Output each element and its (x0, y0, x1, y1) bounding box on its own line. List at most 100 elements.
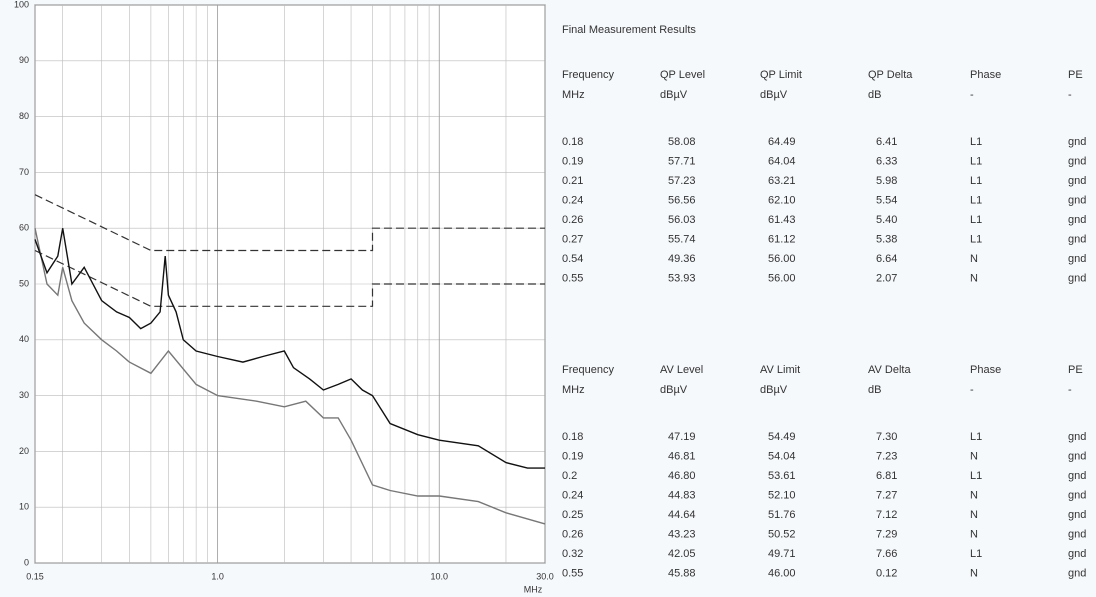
table-cell: 2.07 (876, 272, 897, 284)
table-cell: L1 (970, 470, 982, 482)
table-cell: gnd (1068, 233, 1086, 245)
table-cell: 63.21 (768, 175, 796, 187)
table-cell: 0.55 (562, 272, 583, 284)
table-cell: 54.49 (768, 431, 796, 443)
table-cell: 0.25 (562, 509, 583, 521)
table-cell: L1 (970, 175, 982, 187)
table-cell: gnd (1068, 214, 1086, 226)
table-cell: L1 (970, 155, 982, 167)
table-cell: 0.54 (562, 253, 583, 265)
column-header: QP Delta (868, 69, 913, 81)
x-tick-label: 0.15 (26, 571, 44, 581)
table-cell: 53.93 (668, 272, 696, 284)
column-header: Frequency (562, 364, 614, 376)
table-cell: 0.24 (562, 194, 583, 206)
table-cell: N (970, 567, 978, 579)
column-header: Phase (970, 364, 1001, 376)
table-cell: 56.03 (668, 214, 696, 226)
column-unit: MHz (562, 384, 585, 396)
table-cell: gnd (1068, 253, 1086, 265)
table-cell: 44.64 (668, 509, 696, 521)
table-cell: 62.10 (768, 194, 796, 206)
column-header: AV Limit (760, 364, 800, 376)
table-cell: gnd (1068, 528, 1086, 540)
table-cell: N (970, 509, 978, 521)
table-cell: gnd (1068, 509, 1086, 521)
table-cell: 6.33 (876, 155, 897, 167)
table-cell: 46.81 (668, 450, 696, 462)
table-cell: N (970, 272, 978, 284)
table-cell: 56.56 (668, 194, 696, 206)
table-cell: gnd (1068, 155, 1086, 167)
table-cell: 49.36 (668, 253, 696, 265)
column-header: Frequency (562, 69, 614, 81)
limit-line (34, 249, 545, 307)
x-axis-label: MHz (524, 584, 543, 594)
column-unit: dBµV (760, 384, 788, 396)
table-cell: gnd (1068, 450, 1086, 462)
table-cell: 56.00 (768, 253, 796, 265)
table-cell: 51.76 (768, 509, 796, 521)
table-cell: 0.18 (562, 431, 583, 443)
table-cell: 0.26 (562, 528, 583, 540)
column-header: AV Level (660, 364, 703, 376)
y-tick-label: 70 (19, 167, 29, 177)
table-cell: 53.61 (768, 470, 796, 482)
table-cell: gnd (1068, 272, 1086, 284)
table-cell: N (970, 489, 978, 501)
table-cell: gnd (1068, 136, 1086, 148)
column-unit: dBµV (760, 89, 788, 101)
table-cell: 58.08 (668, 136, 696, 148)
table-cell: 61.43 (768, 214, 796, 226)
y-tick-label: 0 (24, 557, 29, 567)
table-cell: 49.71 (768, 548, 796, 560)
column-unit: - (1068, 384, 1072, 396)
table-cell: gnd (1068, 548, 1086, 560)
x-tick-label: 10.0 (430, 571, 448, 581)
column-header: QP Limit (760, 69, 802, 81)
table-cell: gnd (1068, 194, 1086, 206)
limit-line (34, 194, 545, 252)
table-cell: 0.32 (562, 548, 583, 560)
y-tick-label: 10 (19, 502, 29, 512)
table-cell: L1 (970, 136, 982, 148)
table-cell: 0.12 (876, 567, 897, 579)
column-unit: MHz (562, 89, 585, 101)
table-cell: 7.23 (876, 450, 897, 462)
table-cell: 7.12 (876, 509, 897, 521)
y-tick-label: 40 (19, 334, 29, 344)
column-header: PE (1068, 364, 1083, 376)
y-tick-label: 90 (19, 55, 29, 65)
table-cell: 54.04 (768, 450, 796, 462)
table-cell: 61.12 (768, 233, 796, 245)
table-cell: 5.40 (876, 214, 897, 226)
table-cell: 6.64 (876, 253, 897, 265)
table-cell: 46.80 (668, 470, 696, 482)
column-header: Phase (970, 69, 1001, 81)
table-cell: 5.98 (876, 175, 897, 187)
table-cell: 57.71 (668, 155, 696, 167)
trace-line (34, 228, 545, 469)
table-cell: 42.05 (668, 548, 696, 560)
table-cell: gnd (1068, 489, 1086, 501)
table-cell: N (970, 450, 978, 462)
table-cell: 43.23 (668, 528, 696, 540)
table-cell: 55.74 (668, 233, 696, 245)
x-tick-label: 30.0 (536, 571, 554, 581)
y-tick-label: 60 (19, 223, 29, 233)
table-cell: 0.24 (562, 489, 583, 501)
column-unit: - (1068, 89, 1072, 101)
column-header: PE (1068, 69, 1083, 81)
table-cell: 44.83 (668, 489, 696, 501)
table-cell: 0.18 (562, 136, 583, 148)
column-unit: dBµV (660, 384, 688, 396)
y-tick-label: 20 (19, 446, 29, 456)
y-tick-label: 30 (19, 390, 29, 400)
table-cell: N (970, 528, 978, 540)
table-cell: 50.52 (768, 528, 796, 540)
table-cell: 6.81 (876, 470, 897, 482)
table-cell: 5.54 (876, 194, 897, 206)
column-unit: dB (868, 89, 881, 101)
column-unit: dB (868, 384, 881, 396)
trace-line (34, 228, 546, 525)
